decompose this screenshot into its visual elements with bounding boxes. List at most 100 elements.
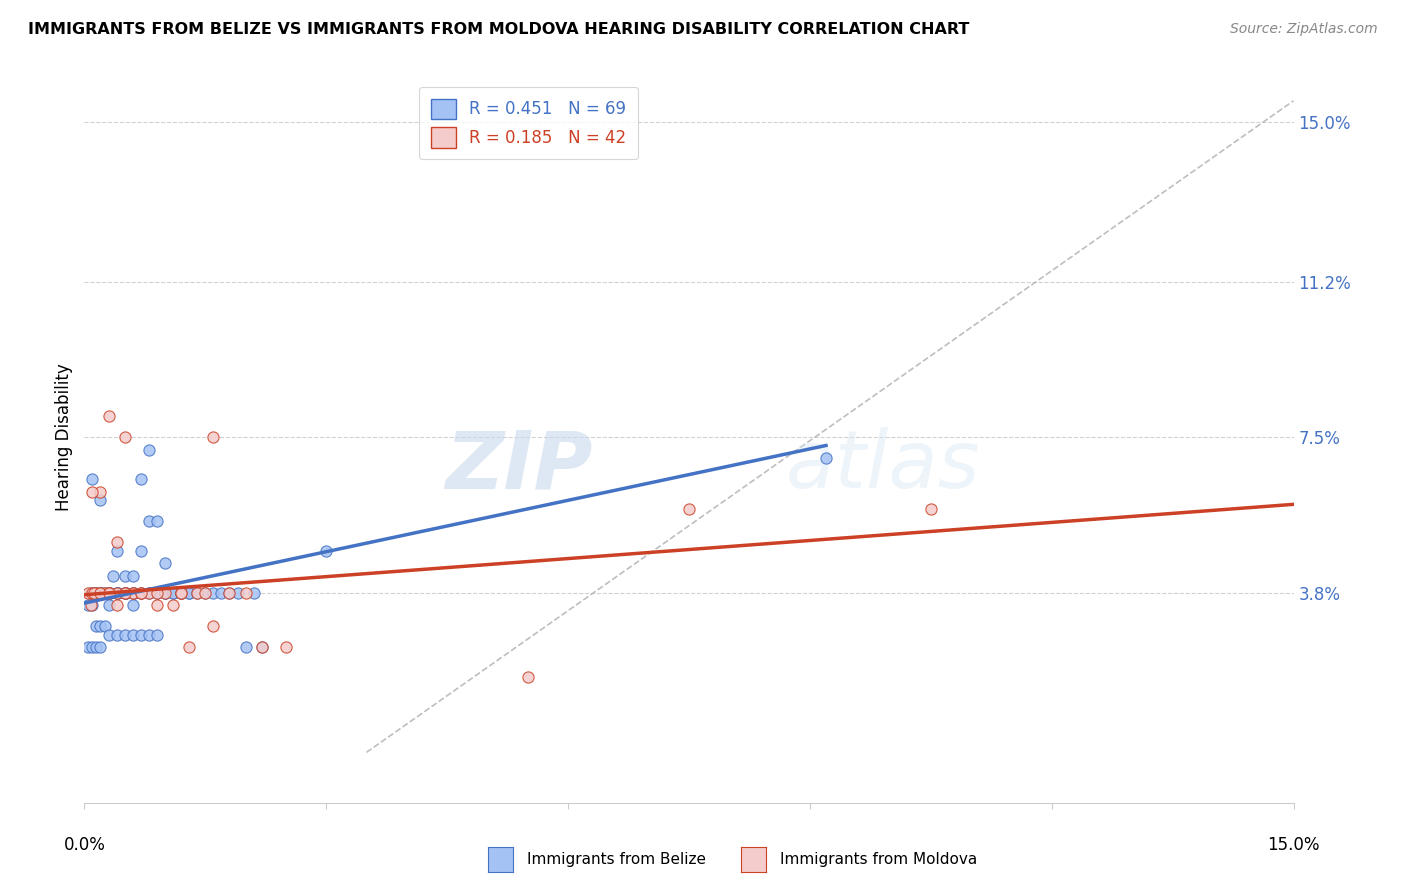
Point — [97, 585, 120, 599]
Text: ZIP: ZIP — [444, 427, 592, 506]
Point — [93, 585, 115, 599]
Point — [218, 585, 240, 599]
Point — [91, 585, 114, 599]
Point — [105, 627, 128, 641]
Point — [115, 585, 138, 599]
Point — [89, 640, 111, 655]
Point — [186, 585, 208, 599]
Point — [107, 585, 129, 599]
Text: Source: ZipAtlas.com: Source: ZipAtlas.com — [1230, 22, 1378, 37]
Point — [250, 640, 273, 655]
Point — [129, 585, 152, 599]
Y-axis label: Hearing Disability: Hearing Disability — [55, 363, 73, 511]
Point — [93, 585, 115, 599]
Point — [82, 640, 104, 655]
Point — [162, 585, 184, 599]
Point — [235, 640, 257, 655]
Point — [146, 514, 169, 528]
Point — [138, 514, 160, 528]
Point — [170, 585, 193, 599]
Point — [153, 585, 176, 599]
Point — [89, 484, 111, 499]
Point — [80, 585, 103, 599]
Point — [226, 585, 249, 599]
Point — [202, 430, 225, 444]
Point — [89, 585, 111, 599]
Point — [209, 585, 232, 599]
Point — [179, 640, 201, 655]
Point — [146, 599, 169, 613]
Point — [170, 585, 193, 599]
Point — [129, 627, 152, 641]
Point — [114, 627, 136, 641]
Legend: R = 0.451   N = 69, R = 0.185   N = 42: R = 0.451 N = 69, R = 0.185 N = 42 — [419, 87, 638, 160]
Point — [250, 640, 273, 655]
Point — [129, 585, 152, 599]
Point — [86, 640, 108, 655]
Point — [114, 585, 136, 599]
Point — [121, 585, 143, 599]
Point — [179, 585, 201, 599]
Point — [97, 627, 120, 641]
Point — [138, 442, 160, 457]
Point — [114, 569, 136, 583]
Point — [93, 619, 115, 633]
Point — [105, 585, 128, 599]
Point — [101, 569, 124, 583]
Text: 15.0%: 15.0% — [1267, 837, 1320, 855]
Point — [678, 501, 700, 516]
Point — [97, 585, 120, 599]
Point — [82, 472, 104, 486]
Point — [315, 543, 337, 558]
Point — [121, 599, 143, 613]
Point — [202, 619, 225, 633]
Point — [920, 501, 942, 516]
Point — [105, 543, 128, 558]
Point — [97, 599, 120, 613]
Point — [114, 585, 136, 599]
Point — [129, 543, 152, 558]
Point — [121, 585, 143, 599]
Text: IMMIGRANTS FROM BELIZE VS IMMIGRANTS FROM MOLDOVA HEARING DISABILITY CORRELATION: IMMIGRANTS FROM BELIZE VS IMMIGRANTS FRO… — [28, 22, 970, 37]
Point — [82, 599, 104, 613]
Point — [170, 585, 193, 599]
Point — [86, 585, 108, 599]
Point — [105, 585, 128, 599]
Point — [77, 599, 100, 613]
Point — [86, 619, 108, 633]
Point — [86, 585, 108, 599]
Point — [218, 585, 240, 599]
Point — [162, 585, 184, 599]
Point — [153, 585, 176, 599]
Point — [235, 585, 257, 599]
Point — [77, 640, 100, 655]
Point — [89, 493, 111, 508]
Point — [89, 585, 111, 599]
Text: 0.0%: 0.0% — [63, 837, 105, 855]
Point — [202, 585, 225, 599]
Point — [194, 585, 217, 599]
Point — [138, 585, 160, 599]
Point — [153, 556, 176, 570]
Point — [82, 585, 104, 599]
Point — [97, 585, 120, 599]
Point — [814, 451, 837, 466]
Point — [97, 585, 120, 599]
Point — [274, 640, 297, 655]
Point — [146, 585, 169, 599]
Point — [138, 627, 160, 641]
Point — [97, 409, 120, 423]
Point — [105, 535, 128, 549]
Point — [121, 569, 143, 583]
Point — [114, 430, 136, 444]
Point — [77, 585, 100, 599]
Point — [83, 585, 105, 599]
Point — [121, 627, 143, 641]
Point — [146, 585, 169, 599]
Point — [114, 585, 136, 599]
Point — [170, 585, 193, 599]
Point — [153, 585, 176, 599]
Point — [179, 585, 201, 599]
Point — [516, 670, 538, 684]
Point — [98, 585, 121, 599]
